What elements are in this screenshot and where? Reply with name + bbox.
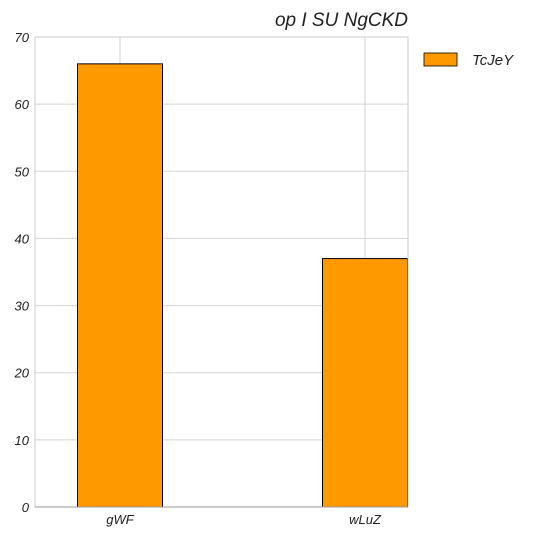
legend-swatch bbox=[423, 52, 458, 67]
legend: TcJeY bbox=[423, 52, 514, 69]
y-tick-labels: 0 10 20 30 40 50 60 70 bbox=[14, 30, 30, 515]
y-tick-label: 20 bbox=[14, 366, 30, 381]
x-tick-label: wLuZ bbox=[349, 512, 382, 527]
bar-gWF bbox=[77, 63, 163, 508]
bar-wLuZ bbox=[322, 258, 408, 508]
y-tick-label: 0 bbox=[22, 500, 30, 515]
y-tick-label: 40 bbox=[15, 231, 30, 246]
x-tick-label: gWF bbox=[106, 512, 135, 527]
y-tick-label: 10 bbox=[15, 433, 30, 448]
bars bbox=[77, 63, 408, 508]
y-tick-label: 50 bbox=[15, 164, 30, 179]
x-tick-labels: gWF wLuZ bbox=[106, 512, 382, 527]
y-tick-label: 30 bbox=[15, 299, 30, 314]
legend-label: TcJeY bbox=[472, 52, 514, 69]
chart-title: op I SU NgCKD bbox=[275, 10, 408, 31]
axes bbox=[34, 36, 409, 508]
y-tick-label: 60 bbox=[15, 97, 30, 112]
y-tick-label: 70 bbox=[15, 30, 30, 45]
